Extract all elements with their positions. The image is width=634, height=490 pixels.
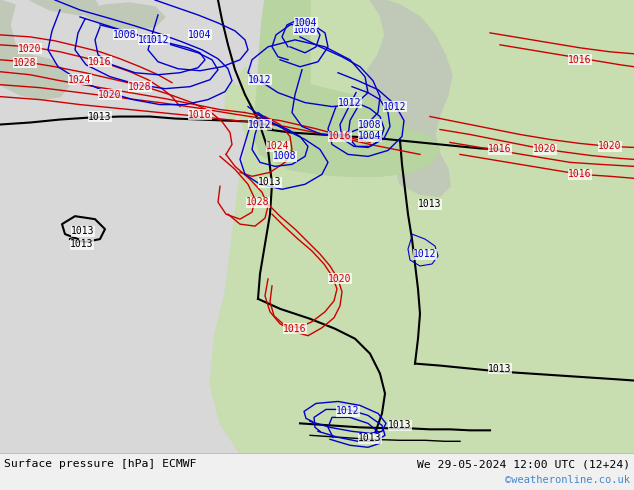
Text: 1004: 1004: [358, 131, 382, 142]
Text: 1012: 1012: [249, 120, 272, 129]
Polygon shape: [85, 3, 165, 30]
Polygon shape: [255, 110, 440, 176]
Text: 1013: 1013: [88, 112, 112, 122]
Text: 1008: 1008: [113, 30, 137, 40]
Text: 1012: 1012: [249, 74, 272, 85]
Text: 1016: 1016: [568, 170, 592, 179]
Text: 1016: 1016: [188, 110, 212, 120]
Text: 1020: 1020: [328, 274, 352, 284]
Polygon shape: [268, 80, 410, 164]
Text: 1013: 1013: [488, 364, 512, 373]
Text: 1004: 1004: [138, 35, 162, 45]
Text: 1020: 1020: [533, 145, 557, 154]
Text: 1020: 1020: [98, 90, 122, 99]
Text: 1016: 1016: [488, 145, 512, 154]
Text: 1012: 1012: [383, 101, 407, 112]
Text: We 29-05-2024 12:00 UTC (12+24): We 29-05-2024 12:00 UTC (12+24): [417, 459, 630, 469]
Text: 1028: 1028: [246, 197, 269, 207]
Text: 1024: 1024: [266, 142, 290, 151]
Text: 1012: 1012: [336, 406, 359, 416]
Text: 1004: 1004: [294, 18, 318, 28]
Text: 1013: 1013: [358, 433, 382, 443]
Text: 1013: 1013: [258, 177, 281, 187]
Text: 1012: 1012: [146, 35, 170, 45]
Text: 1024: 1024: [68, 74, 92, 85]
Text: 1012: 1012: [413, 249, 437, 259]
Text: 1016: 1016: [328, 131, 352, 142]
Polygon shape: [365, 0, 452, 196]
Text: 1012: 1012: [339, 98, 362, 108]
Text: 1004: 1004: [188, 30, 212, 40]
Polygon shape: [225, 83, 240, 120]
Text: 1020: 1020: [598, 142, 622, 151]
Polygon shape: [30, 0, 100, 15]
Text: 1008: 1008: [358, 120, 382, 129]
Text: 1008: 1008: [294, 25, 317, 35]
Text: 1013: 1013: [388, 420, 411, 430]
Text: ©weatheronline.co.uk: ©weatheronline.co.uk: [505, 475, 630, 485]
Polygon shape: [0, 0, 70, 99]
Polygon shape: [310, 0, 634, 174]
Text: 1016: 1016: [283, 324, 307, 334]
Text: 1013: 1013: [418, 199, 442, 209]
Polygon shape: [310, 0, 634, 229]
Polygon shape: [238, 67, 260, 145]
Text: 1028: 1028: [13, 58, 37, 68]
Text: 1028: 1028: [128, 82, 152, 92]
Text: 1008: 1008: [273, 151, 297, 161]
Polygon shape: [310, 0, 634, 453]
Text: 1016: 1016: [88, 57, 112, 67]
Text: Surface pressure [hPa] ECMWF: Surface pressure [hPa] ECMWF: [4, 459, 197, 469]
Text: 1020: 1020: [18, 44, 42, 54]
Text: 1013: 1013: [71, 226, 94, 236]
Text: 1013: 1013: [70, 239, 94, 249]
Polygon shape: [255, 0, 310, 159]
Polygon shape: [210, 0, 310, 453]
Text: 1016: 1016: [568, 55, 592, 65]
